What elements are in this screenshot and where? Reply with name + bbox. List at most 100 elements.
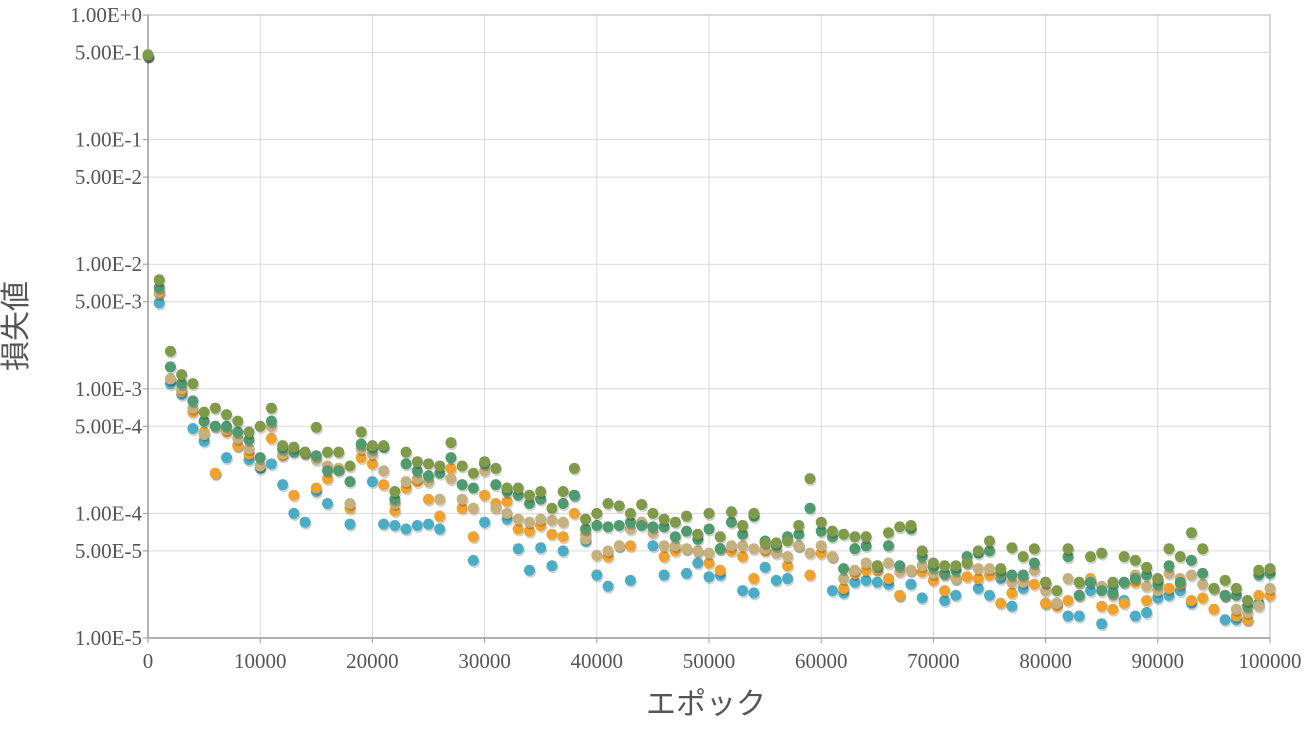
data-point <box>984 535 995 547</box>
data-point <box>984 563 995 575</box>
data-point <box>748 573 760 585</box>
data-point <box>602 521 614 533</box>
data-point <box>209 402 221 414</box>
data-point <box>434 460 446 472</box>
data-point <box>1073 610 1085 622</box>
data-point <box>1017 569 1029 581</box>
data-point <box>692 557 704 569</box>
y-tick-label: 5.00E-5 <box>75 539 142 563</box>
data-point <box>254 460 266 472</box>
data-point <box>322 446 334 458</box>
data-point <box>467 502 479 514</box>
data-point <box>333 465 345 477</box>
data-point <box>467 467 479 479</box>
data-point <box>198 428 210 440</box>
data-point <box>737 528 749 540</box>
data-point <box>995 563 1007 575</box>
data-point <box>703 547 715 559</box>
data-point <box>512 543 524 555</box>
data-point <box>310 450 322 462</box>
data-point <box>905 578 917 590</box>
x-tick-label: 10000 <box>234 649 287 673</box>
x-tick-label: 40000 <box>571 649 624 673</box>
data-point <box>243 443 255 455</box>
data-point <box>1006 542 1018 554</box>
data-point <box>815 525 827 537</box>
data-point <box>277 479 289 491</box>
data-point <box>725 516 737 528</box>
data-point <box>669 540 681 552</box>
data-point <box>703 557 715 569</box>
data-point <box>737 540 749 552</box>
data-point <box>490 479 502 491</box>
data-point <box>838 563 850 575</box>
data-point <box>658 569 670 581</box>
data-point <box>434 493 446 505</box>
data-point <box>400 446 412 458</box>
data-point <box>692 528 704 540</box>
data-point <box>411 465 423 477</box>
data-point <box>456 460 468 472</box>
data-point <box>826 525 838 537</box>
data-point <box>1051 597 1063 609</box>
y-tick-label: 1.00E-2 <box>75 252 142 276</box>
data-point <box>580 533 592 545</box>
data-point <box>344 460 356 472</box>
data-point <box>557 516 569 528</box>
data-point <box>849 576 861 588</box>
data-point <box>546 502 558 514</box>
data-point <box>804 547 816 559</box>
data-point <box>568 462 580 474</box>
data-point <box>1163 560 1175 572</box>
data-point <box>1062 551 1074 563</box>
data-point <box>860 540 872 552</box>
data-point <box>883 527 895 539</box>
data-point <box>972 563 984 575</box>
data-point <box>1062 594 1074 606</box>
data-point <box>804 569 816 581</box>
grid-layer <box>148 15 1270 638</box>
data-point <box>894 521 906 533</box>
data-point <box>501 482 513 494</box>
data-point <box>737 585 749 597</box>
data-point <box>748 543 760 555</box>
data-point <box>905 564 917 576</box>
data-point <box>849 564 861 576</box>
series-1 <box>142 50 1266 632</box>
data-point <box>613 519 625 531</box>
data-point <box>523 564 535 576</box>
data-point <box>1197 543 1209 555</box>
data-point <box>523 516 535 528</box>
data-point <box>703 571 715 583</box>
data-point <box>1253 564 1265 576</box>
y-tick-label: 5.00E-4 <box>75 414 143 438</box>
x-tick-label: 20000 <box>346 649 399 673</box>
data-point <box>1073 576 1085 588</box>
data-point <box>927 557 939 569</box>
data-point <box>961 557 973 569</box>
data-point <box>939 594 951 606</box>
data-point <box>164 373 176 385</box>
data-point <box>288 507 300 519</box>
data-point <box>490 502 502 514</box>
data-point <box>568 489 580 501</box>
data-point <box>1208 582 1220 594</box>
data-point <box>849 531 861 543</box>
data-point <box>265 432 277 444</box>
data-point <box>254 452 266 464</box>
data-point <box>1264 582 1276 594</box>
data-point <box>1006 569 1018 581</box>
data-point <box>1107 587 1119 599</box>
data-point <box>265 402 277 414</box>
data-point <box>1062 573 1074 585</box>
axis-layer <box>143 14 1271 643</box>
data-point <box>602 498 614 510</box>
data-point <box>883 573 895 585</box>
data-point <box>1219 574 1231 586</box>
data-point <box>1017 551 1029 563</box>
data-point <box>916 545 928 557</box>
data-point <box>1028 578 1040 590</box>
data-point <box>389 519 401 531</box>
data-point <box>838 528 850 540</box>
data-point <box>703 523 715 535</box>
